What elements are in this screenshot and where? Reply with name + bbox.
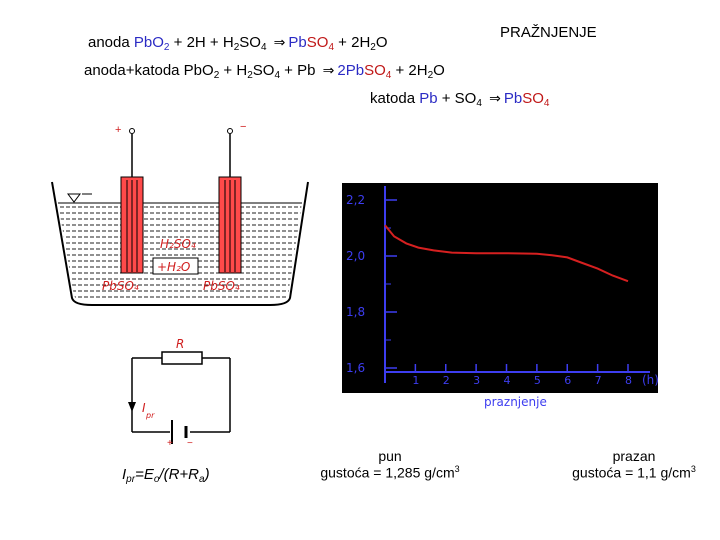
- total-equation: anoda+katoda PbO2 + H2SO4 + Pb ⇒ 2PbSO4 +…: [84, 62, 445, 81]
- x-tick-label: 6: [564, 374, 571, 387]
- x-axis-title: praznjenje: [484, 395, 547, 409]
- water-level-icon: [67, 193, 81, 203]
- cathode-equation: katoda Pb + SO4 ⇒ PbSO4: [370, 90, 550, 109]
- x-tick-label: 1: [412, 374, 419, 387]
- x-tick-label: 2: [443, 374, 450, 387]
- full-title: pun: [378, 448, 402, 464]
- implies-arrow-icon: ⇒: [489, 91, 501, 107]
- y-tick-label: 2,0: [346, 249, 365, 263]
- empty-title: prazan: [612, 448, 656, 464]
- voltage-curve: [384, 224, 629, 283]
- x-tick-label: 5: [534, 374, 541, 387]
- battery-plus-label: +: [167, 438, 173, 449]
- page-title: PRAŽNJENJE: [500, 24, 597, 41]
- x-tick-label: 4: [504, 374, 511, 387]
- current-formula: Ipr=Eo/(R+Ra): [122, 466, 210, 485]
- positive-electrode: [120, 176, 144, 274]
- right-product-label: PbSO₄: [203, 279, 240, 293]
- full-caption: pun gustoća = 1,285 g/cm3: [300, 448, 480, 481]
- current-sub-label: pr: [145, 411, 155, 420]
- empty-caption: prazan gustoća = 1,1 g/cm3: [548, 448, 720, 481]
- circuit: [131, 357, 231, 433]
- implies-arrow-icon: ⇒: [322, 63, 335, 79]
- anode-equation: anoda PbO2 + 2H + H2SO4 ⇒ PbSO4 + 2H2O: [88, 34, 388, 53]
- battery-minus-label: −: [187, 438, 193, 449]
- svg-text:−: −: [240, 121, 246, 133]
- x-tick-label: 8: [625, 374, 632, 387]
- y-tick-label: 1,8: [346, 305, 365, 319]
- x-tick-label: 7: [595, 374, 602, 387]
- resistor: [161, 351, 203, 365]
- x-axis-unit: (h): [642, 373, 659, 387]
- chart-background: [342, 183, 658, 393]
- full-density: gustoća = 1,285 g/cm: [320, 464, 455, 481]
- y-tick-label: 1,6: [346, 361, 365, 375]
- svg-text:+: +: [115, 124, 121, 136]
- electrolyte-label: H₂SO₄: [160, 237, 196, 251]
- left-product-label: PbSO₄: [102, 279, 139, 293]
- current-label: I: [142, 401, 146, 415]
- resistor-label: R: [176, 337, 184, 351]
- vessel-wall: [51, 181, 309, 306]
- negative-electrode: [218, 176, 242, 274]
- empty-density: gustoća = 1,1 g/cm: [572, 464, 691, 481]
- implies-arrow-icon: ⇒: [273, 35, 286, 51]
- water-label: +H₂O: [157, 260, 190, 274]
- current-arrow-icon: [128, 402, 136, 412]
- x-tick-label: 3: [473, 374, 480, 387]
- y-tick-label: 2,2: [346, 193, 365, 207]
